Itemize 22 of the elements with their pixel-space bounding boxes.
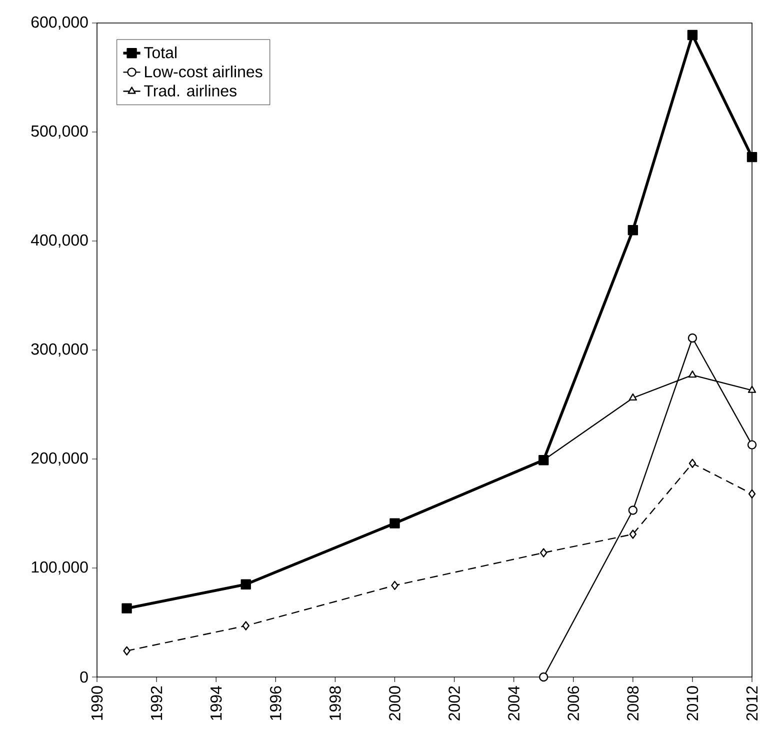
- x-tick-label: 1990: [91, 686, 103, 720]
- legend-label: Total: [144, 46, 176, 58]
- x-tick-label: 2002: [448, 686, 460, 720]
- x-tick-label: 1994: [210, 686, 222, 720]
- x-tick-label: 1992: [150, 686, 162, 720]
- y-tick-label: 500,000: [31, 125, 88, 139]
- x-tick-label: 2004: [508, 686, 520, 720]
- y-tick-label: 400,000: [31, 234, 88, 248]
- x-tick-label: 2012: [746, 686, 758, 720]
- legend-label: Low-cost airlines: [145, 66, 262, 78]
- legend-label: Trad. airlines: [144, 84, 236, 96]
- y-tick-label: 200,000: [31, 452, 88, 466]
- x-tick-label: 2000: [389, 686, 400, 720]
- y-tick-label: 100,000: [32, 561, 88, 575]
- x-tick-label: 2010: [686, 686, 698, 720]
- x-tick-label: 2006: [568, 686, 580, 720]
- y-tick-label: 300,000: [31, 343, 88, 357]
- x-tick-label: 1996: [270, 686, 282, 720]
- y-tick-label: 0: [80, 671, 88, 683]
- x-tick-label: 1998: [330, 686, 341, 720]
- x-tick-label: 2008: [627, 686, 639, 720]
- y-tick-label: 600,000: [31, 16, 88, 30]
